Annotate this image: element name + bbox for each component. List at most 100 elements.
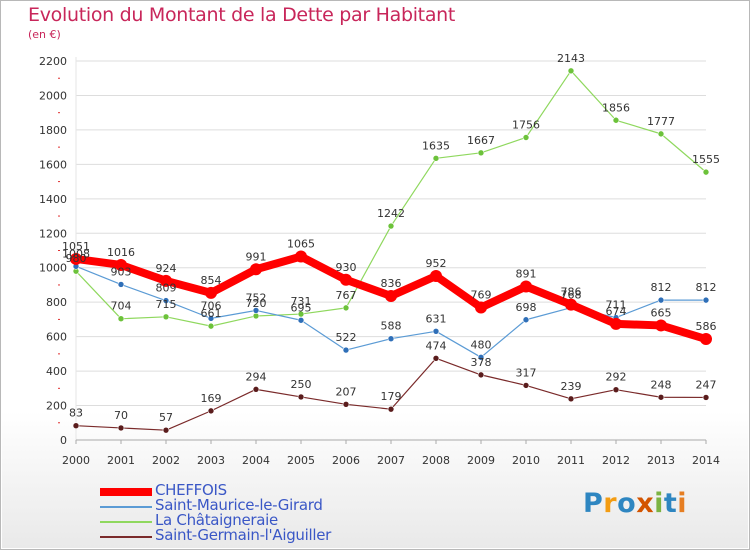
data-label-saint-maurice: 480	[471, 338, 492, 351]
data-point-saint-maurice	[297, 316, 305, 324]
logo-letter: t	[663, 488, 678, 519]
x-tick-label: 2012	[602, 454, 630, 467]
data-point-cheffois	[160, 274, 172, 287]
logo-letter: P	[583, 488, 604, 519]
data-label-saint-germain: 57	[159, 411, 173, 424]
y-tick-label: 800	[46, 296, 67, 309]
data-label-saint-germain: 169	[201, 392, 222, 405]
data-label-saint-germain: 247	[696, 378, 717, 391]
data-point-chataigneraie	[432, 155, 440, 162]
data-point-saint-maurice	[342, 346, 350, 354]
y-tick-label: 1800	[39, 124, 67, 137]
data-label-chataigneraie: 661	[201, 307, 222, 320]
y-tick-label: 600	[46, 331, 67, 344]
x-tick-label: 2014	[692, 454, 720, 467]
data-point-chataigneraie	[207, 322, 215, 330]
data-label-cheffois: 674	[606, 305, 627, 318]
x-tick-label: 2011	[557, 454, 585, 467]
y-tick-label: 1000	[39, 262, 67, 275]
data-label-cheffois: 786	[561, 286, 582, 299]
data-point-chataigneraie	[342, 304, 350, 312]
x-tick-label: 2009	[467, 454, 495, 467]
data-label-cheffois: 665	[651, 306, 672, 319]
x-tick-label: 2008	[422, 454, 450, 467]
data-point-saint-maurice	[207, 315, 215, 322]
logo-letter: i	[654, 488, 664, 519]
data-label-saint-maurice: 711	[606, 299, 627, 312]
data-point-cheffois	[430, 269, 442, 282]
data-point-cheffois	[70, 252, 82, 265]
x-tick-label: 2003	[197, 454, 225, 467]
data-label-cheffois: 930	[336, 261, 357, 274]
data-point-saint-maurice	[117, 281, 125, 288]
legend-swatch-saint-germain	[100, 536, 152, 538]
x-tick-label: 2002	[152, 454, 180, 467]
data-point-chataigneraie	[252, 312, 260, 320]
data-point-saint-germain	[702, 394, 710, 401]
data-point-chataigneraie	[522, 134, 530, 141]
data-label-saint-maurice: 812	[651, 281, 672, 294]
data-point-cheffois	[475, 301, 487, 314]
data-point-chataigneraie	[117, 315, 125, 323]
data-label-saint-germain: 207	[336, 385, 357, 398]
y-tick-label: 0	[60, 434, 67, 447]
y-tick-label: 200	[46, 400, 67, 413]
data-label-cheffois: 891	[516, 268, 537, 281]
data-point-cheffois	[205, 286, 217, 299]
data-label-saint-maurice: 631	[426, 312, 447, 325]
y-tick-label: 400	[46, 365, 67, 378]
data-point-chataigneraie	[477, 149, 485, 157]
legend-label-cheffois: CHEFFOIS	[155, 481, 227, 499]
data-point-saint-germain	[387, 405, 395, 413]
data-label-saint-maurice: 522	[336, 331, 357, 344]
data-point-chataigneraie	[387, 222, 395, 230]
x-tick-label: 2005	[287, 454, 315, 467]
data-label-saint-germain: 248	[651, 378, 672, 391]
proxiti-logo: Proxiti	[583, 488, 687, 519]
x-tick-label: 2010	[512, 454, 540, 467]
data-point-saint-maurice	[387, 335, 395, 343]
data-label-saint-maurice: 768	[561, 289, 582, 302]
data-point-chataigneraie	[702, 168, 710, 176]
data-label-saint-germain: 179	[381, 390, 402, 403]
data-point-saint-germain	[612, 386, 620, 393]
data-label-chataigneraie: 1856	[602, 101, 630, 114]
data-label-saint-maurice: 706	[201, 299, 222, 312]
data-label-cheffois: 1051	[62, 240, 90, 253]
data-point-saint-germain	[567, 395, 575, 403]
data-point-chataigneraie	[162, 313, 170, 321]
data-point-saint-maurice	[657, 296, 665, 304]
data-point-chataigneraie	[657, 130, 665, 138]
data-label-chataigneraie: 704	[111, 300, 132, 313]
data-label-chataigneraie: 767	[336, 289, 357, 302]
data-point-saint-germain	[477, 371, 485, 379]
data-label-saint-germain: 83	[69, 407, 83, 420]
chart-subtitle: (en €)	[28, 28, 61, 41]
data-point-cheffois	[385, 289, 397, 302]
data-point-cheffois	[295, 250, 307, 263]
x-tick-label: 2000	[62, 454, 90, 467]
data-label-chataigneraie: 1555	[692, 153, 720, 166]
data-label-saint-germain: 474	[426, 339, 447, 352]
data-point-saint-maurice	[252, 307, 260, 314]
data-label-saint-maurice: 695	[291, 301, 312, 314]
data-point-saint-germain	[297, 393, 305, 401]
legend-swatch-chataigneraie	[100, 521, 152, 523]
data-label-saint-maurice: 903	[111, 265, 132, 278]
y-tick-label: 2000	[39, 89, 67, 102]
data-label-chataigneraie: 715	[156, 298, 177, 311]
data-point-cheffois	[655, 319, 667, 332]
data-label-chataigneraie: 1635	[422, 139, 450, 152]
data-label-saint-maurice: 752	[246, 291, 267, 304]
data-label-saint-germain: 250	[291, 378, 312, 391]
data-point-saint-germain	[342, 401, 350, 408]
x-tick-label: 2004	[242, 454, 270, 467]
data-label-saint-germain: 70	[114, 409, 128, 422]
chart-title: Evolution du Montant de la Dette par Hab…	[28, 4, 456, 26]
data-point-saint-germain	[657, 393, 665, 401]
data-label-cheffois: 991	[246, 250, 267, 263]
data-label-chataigneraie: 1242	[377, 207, 405, 220]
